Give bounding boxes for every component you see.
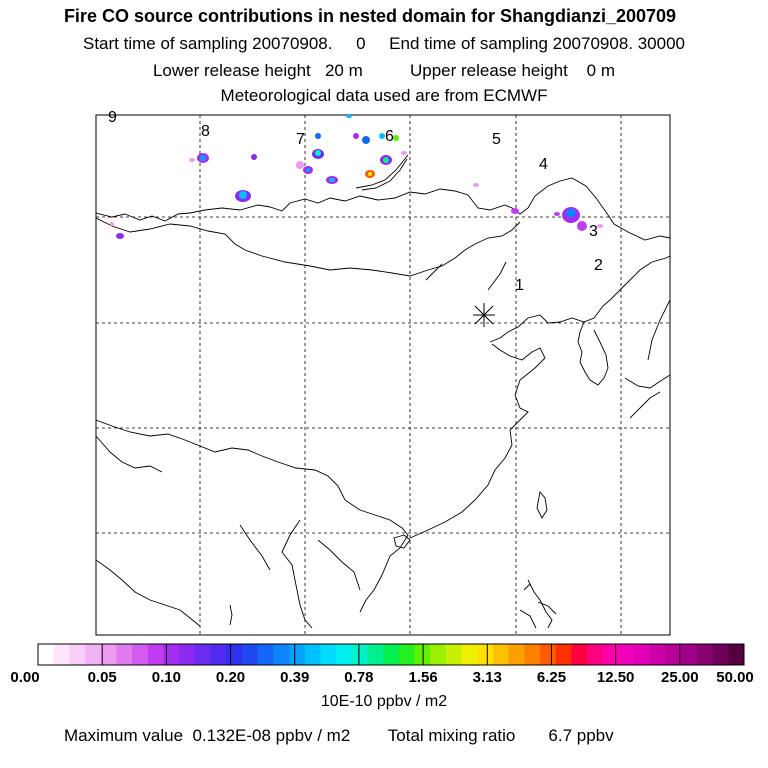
colorbar-swatch <box>116 644 133 665</box>
colorbar-swatch <box>712 644 729 665</box>
colorbar-tick-label: 6.25 <box>536 669 567 686</box>
region-label-1: 1 <box>515 277 524 294</box>
colorbar-tick-label: 0.05 <box>87 669 117 686</box>
colorbar-swatch <box>665 644 682 665</box>
colorbar-swatch <box>194 644 212 665</box>
colorbar-swatch <box>336 644 353 665</box>
colorbar-swatch <box>540 644 557 665</box>
colorbar-swatch <box>69 644 86 665</box>
colorbar-swatch <box>728 644 745 665</box>
meteorological-data-line: Meteorological data used are from ECMWF <box>220 86 548 105</box>
colorbar-tick-label: 12.50 <box>596 669 635 686</box>
colorbar-tick-label: 25.00 <box>661 669 699 686</box>
colorbar-swatch <box>602 644 619 665</box>
colorbar-swatch <box>132 644 149 665</box>
colorbar-swatch <box>618 644 635 665</box>
map-frame <box>95 114 671 636</box>
region-label-6: 6 <box>385 128 394 145</box>
region-label-4: 4 <box>539 156 548 173</box>
colorbar-swatch <box>492 644 510 665</box>
colorbar-swatch <box>524 644 541 665</box>
footer-line: Maximum value 0.132E-08 ppbv / m2 Total … <box>64 726 614 746</box>
colorbar-frame <box>37 643 745 666</box>
colorbar-swatch <box>634 644 651 665</box>
release-height-line: Lower release height 20 m Upper release … <box>152 61 616 80</box>
colorbar-swatch <box>367 644 384 665</box>
colorbar-swatch <box>304 644 321 665</box>
colorbar <box>38 644 745 665</box>
colorbar-tick-label: 0.78 <box>344 669 374 686</box>
colorbar-swatch <box>226 644 243 665</box>
fire-contribution-blobs <box>110 115 603 239</box>
colorbar-swatch <box>351 644 368 665</box>
max-value-label: Maximum value 0.132E-08 ppbv / m2 <box>64 726 351 745</box>
colorbar-tick-label: 0.10 <box>151 669 181 686</box>
colorbar-swatch <box>289 644 306 665</box>
colorbar-swatch <box>649 644 667 665</box>
colorbar-swatch <box>257 644 274 665</box>
colorbar-swatch <box>477 644 494 665</box>
colorbar-tick-label: 0.20 <box>215 669 246 686</box>
colorbar-swatch <box>398 644 416 665</box>
colorbar-swatch <box>85 644 102 665</box>
region-label-2: 2 <box>594 257 603 274</box>
colorbar-swatch <box>587 644 604 665</box>
colorbar-unit: 10E-10 ppbv / m2 <box>320 693 448 710</box>
colorbar-swatch <box>147 644 165 665</box>
region-label-9: 9 <box>108 109 117 126</box>
lat-lon-grid <box>96 115 670 635</box>
colorbar-swatch <box>179 644 196 665</box>
colorbar-swatch <box>163 644 180 665</box>
colorbar-swatch <box>571 644 588 665</box>
region-label-3: 3 <box>589 223 598 240</box>
receptor-star-marker <box>473 303 495 327</box>
colorbar-swatch <box>696 644 714 665</box>
region-label-5: 5 <box>492 131 501 148</box>
colorbar-swatch <box>53 644 70 665</box>
colorbar-swatch <box>210 644 227 665</box>
colorbar-tick-label: 1.56 <box>408 669 438 686</box>
colorbar-swatch <box>273 644 290 665</box>
colorbar-swatch <box>100 644 117 665</box>
colorbar-tick-label: 50.00 <box>716 669 754 686</box>
colorbar-swatch <box>445 644 463 665</box>
colorbar-swatch <box>681 644 698 665</box>
sampling-time-line: Start time of sampling 20070908. 0 End t… <box>83 34 685 53</box>
colorbar-swatch <box>38 644 55 665</box>
colorbar-swatch <box>383 644 400 665</box>
map-title: Fire CO source contributions in nested d… <box>63 6 677 26</box>
colorbar-swatch <box>461 644 478 665</box>
colorbar-swatch <box>320 644 337 665</box>
colorbar-swatch <box>508 644 525 665</box>
region-label-8: 8 <box>201 123 210 140</box>
colorbar-swatch <box>430 644 447 665</box>
coastlines-and-borders <box>96 154 670 629</box>
colorbar-swatch <box>241 644 259 665</box>
colorbar-tick-label: 3.13 <box>472 669 502 686</box>
region-label-7: 7 <box>296 131 305 148</box>
colorbar-tick-label: 0.39 <box>280 669 310 686</box>
total-mixing-ratio-label: Total mixing ratio 6.7 ppbv <box>387 726 614 745</box>
colorbar-tick-label: 0.00 <box>10 669 40 686</box>
colorbar-swatch <box>555 644 572 665</box>
